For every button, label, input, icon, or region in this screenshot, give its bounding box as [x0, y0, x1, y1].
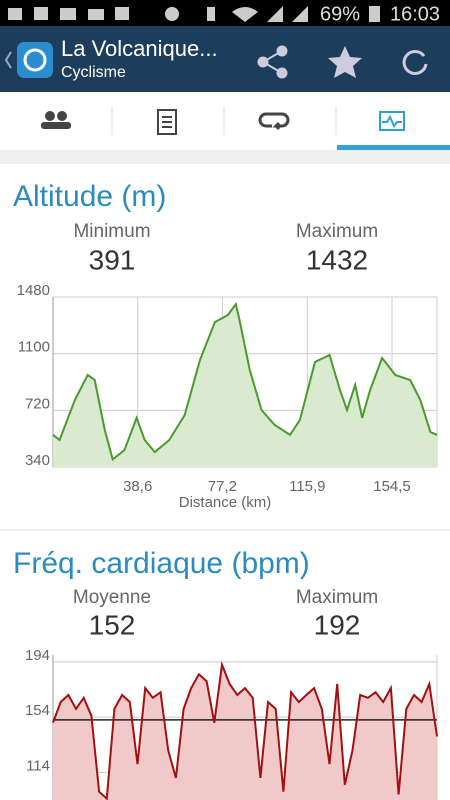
x-axis-label: Distance (km): [179, 494, 272, 511]
share-icon[interactable]: [257, 45, 288, 79]
section-title: Fréq. cardiaque (bpm): [13, 547, 310, 580]
time: 16:03: [390, 3, 440, 25]
stat-value: 192: [314, 609, 361, 640]
y-tick-label: 114: [26, 757, 50, 774]
line: [52, 301, 438, 462]
app-icon-ring: [23, 48, 47, 72]
refresh-icon[interactable]: [402, 49, 428, 75]
icon: [165, 7, 179, 21]
tab-dividers: [111, 107, 337, 135]
back-icon[interactable]: [4, 51, 12, 69]
x-tick-label: 77,2: [208, 478, 237, 495]
tab-indicator: [337, 145, 450, 150]
y-tick-label: 340: [25, 452, 50, 469]
battery-icon: [369, 6, 380, 22]
icon: [88, 9, 104, 20]
x-tick-label: 154,5: [373, 478, 411, 495]
y-tick-label: 194: [25, 647, 50, 664]
app-title: La Volcanique...: [61, 36, 218, 61]
tab-charts[interactable]: [379, 111, 405, 131]
app-icon[interactable]: [17, 42, 53, 78]
y-tick-label: 1480: [17, 282, 50, 299]
area: [53, 664, 437, 800]
y-tick-label: 154: [25, 702, 50, 719]
section-title: Altitude (m): [13, 180, 166, 213]
stat-value: 391: [89, 244, 136, 275]
y-tick-label: 720: [25, 395, 50, 412]
y-tick-label: 1100: [18, 339, 50, 356]
x-tick-label: 38,6: [123, 478, 152, 495]
icon: [292, 6, 308, 22]
separator: [0, 150, 450, 164]
stat-label: Minimum: [73, 221, 150, 242]
tab-bar: [0, 92, 450, 150]
icon: [60, 8, 76, 20]
battery: 69%: [320, 3, 360, 25]
app-subtitle: Cyclisme: [61, 64, 126, 81]
icon: [267, 6, 283, 22]
icon: [207, 7, 215, 21]
icon: [34, 7, 48, 20]
icon: [8, 8, 22, 20]
line: [52, 660, 438, 800]
stat-label: Maximum: [296, 587, 378, 608]
stat-label: Maximum: [296, 221, 378, 242]
stat-label: Moyenne: [73, 587, 151, 608]
stat-value: 1432: [306, 244, 368, 275]
stat-value: 152: [89, 609, 136, 640]
app-bar: [0, 26, 450, 92]
star-icon[interactable]: [328, 46, 362, 78]
icon: [232, 7, 258, 22]
tab-summary[interactable]: [157, 109, 177, 135]
area: [53, 304, 437, 467]
x-tick-label: 115,9: [289, 478, 325, 495]
icon: [115, 7, 129, 20]
status-icons: [8, 6, 380, 22]
tab-laps[interactable]: [258, 112, 290, 131]
tab-people[interactable]: [41, 111, 71, 129]
